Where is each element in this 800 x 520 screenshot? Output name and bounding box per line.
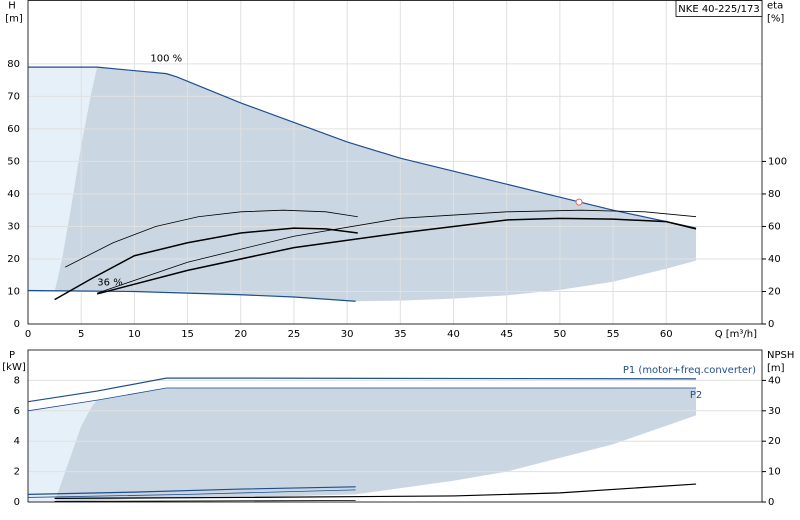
- y-axis-unit: [m]: [5, 14, 23, 25]
- y2-axis-unit: [%]: [767, 14, 784, 25]
- y2-tick-label: 20: [768, 286, 781, 297]
- y-tick-label: 8: [14, 375, 20, 386]
- y2-tick-label: 100: [768, 156, 787, 167]
- y2-tick-label: 80: [768, 189, 781, 200]
- x-tick-label: 40: [447, 329, 460, 340]
- y-tick-label: 0: [14, 497, 20, 508]
- curve-label: P2: [690, 390, 702, 401]
- y-axis-label: H: [8, 1, 16, 12]
- curve: [27, 387, 697, 412]
- y2-axis-label: eta: [767, 1, 783, 12]
- curve: [54, 483, 697, 499]
- x-axis-label: Q [m³/h]: [715, 329, 757, 340]
- y2-tick-label: 0: [768, 497, 774, 508]
- y-tick-label: 6: [14, 406, 20, 417]
- y2-tick-label: 40: [768, 375, 781, 386]
- y-tick-label: 4: [14, 436, 20, 447]
- curve: [27, 377, 697, 403]
- curve: [97, 209, 697, 294]
- y-tick-label: 80: [7, 59, 20, 70]
- x-tick-label: 25: [288, 329, 301, 340]
- x-tick-label: 60: [660, 329, 673, 340]
- x-tick-label: 0: [25, 329, 31, 340]
- curve: [27, 486, 356, 495]
- y-tick-label: 40: [7, 189, 20, 200]
- curve: [54, 500, 356, 502]
- y2-tick-label: 20: [768, 436, 781, 447]
- curve-label: 36 %: [97, 278, 122, 289]
- curve-label: 100 %: [150, 54, 182, 65]
- y-tick-label: 60: [7, 124, 20, 135]
- operating-area: [28, 67, 98, 292]
- y2-tick-label: 60: [768, 221, 781, 232]
- y2-axis-unit: [m]: [767, 363, 785, 374]
- y-tick-label: 10: [7, 286, 20, 297]
- y2-tick-label: 30: [768, 406, 781, 417]
- y-axis-label: P: [9, 350, 15, 361]
- x-tick-label: 20: [234, 329, 247, 340]
- title-box: [675, 0, 763, 17]
- y-tick-label: 70: [7, 91, 20, 102]
- x-tick-label: 50: [554, 329, 567, 340]
- x-tick-label: 30: [341, 329, 354, 340]
- y2-axis-label: NPSH: [767, 350, 794, 361]
- curve: [28, 66, 697, 229]
- x-tick-label: 55: [607, 329, 620, 340]
- y-tick-label: 50: [7, 156, 20, 167]
- chart-title: NKE 40-225/173: [678, 4, 759, 15]
- operating-area: [28, 400, 98, 502]
- plot-frame: [27, 0, 763, 325]
- x-tick-label: 15: [181, 329, 194, 340]
- x-tick-label: 45: [500, 329, 513, 340]
- duty-point: [575, 198, 583, 206]
- x-tick-label: 5: [78, 329, 84, 340]
- y-tick-label: 2: [14, 467, 20, 478]
- curve-label: P1 (motor+freq.converter): [623, 365, 756, 376]
- plot-frame: [27, 349, 763, 503]
- y2-tick-label: 40: [768, 254, 781, 265]
- y2-tick-label: 0: [768, 319, 774, 330]
- curve: [96, 217, 697, 295]
- x-tick-label: 10: [128, 329, 141, 340]
- y-tick-label: 30: [7, 221, 20, 232]
- y-tick-label: 0: [14, 319, 20, 330]
- y-axis-unit: [kW]: [2, 362, 26, 373]
- curve: [27, 489, 356, 498]
- operating-area: [54, 67, 697, 302]
- curve: [65, 209, 358, 268]
- curve: [27, 289, 356, 302]
- curve: [54, 227, 358, 301]
- y-tick-label: 20: [7, 254, 20, 265]
- x-tick-label: 35: [394, 329, 407, 340]
- y2-tick-label: 10: [768, 467, 781, 478]
- operating-area: [54, 388, 697, 502]
